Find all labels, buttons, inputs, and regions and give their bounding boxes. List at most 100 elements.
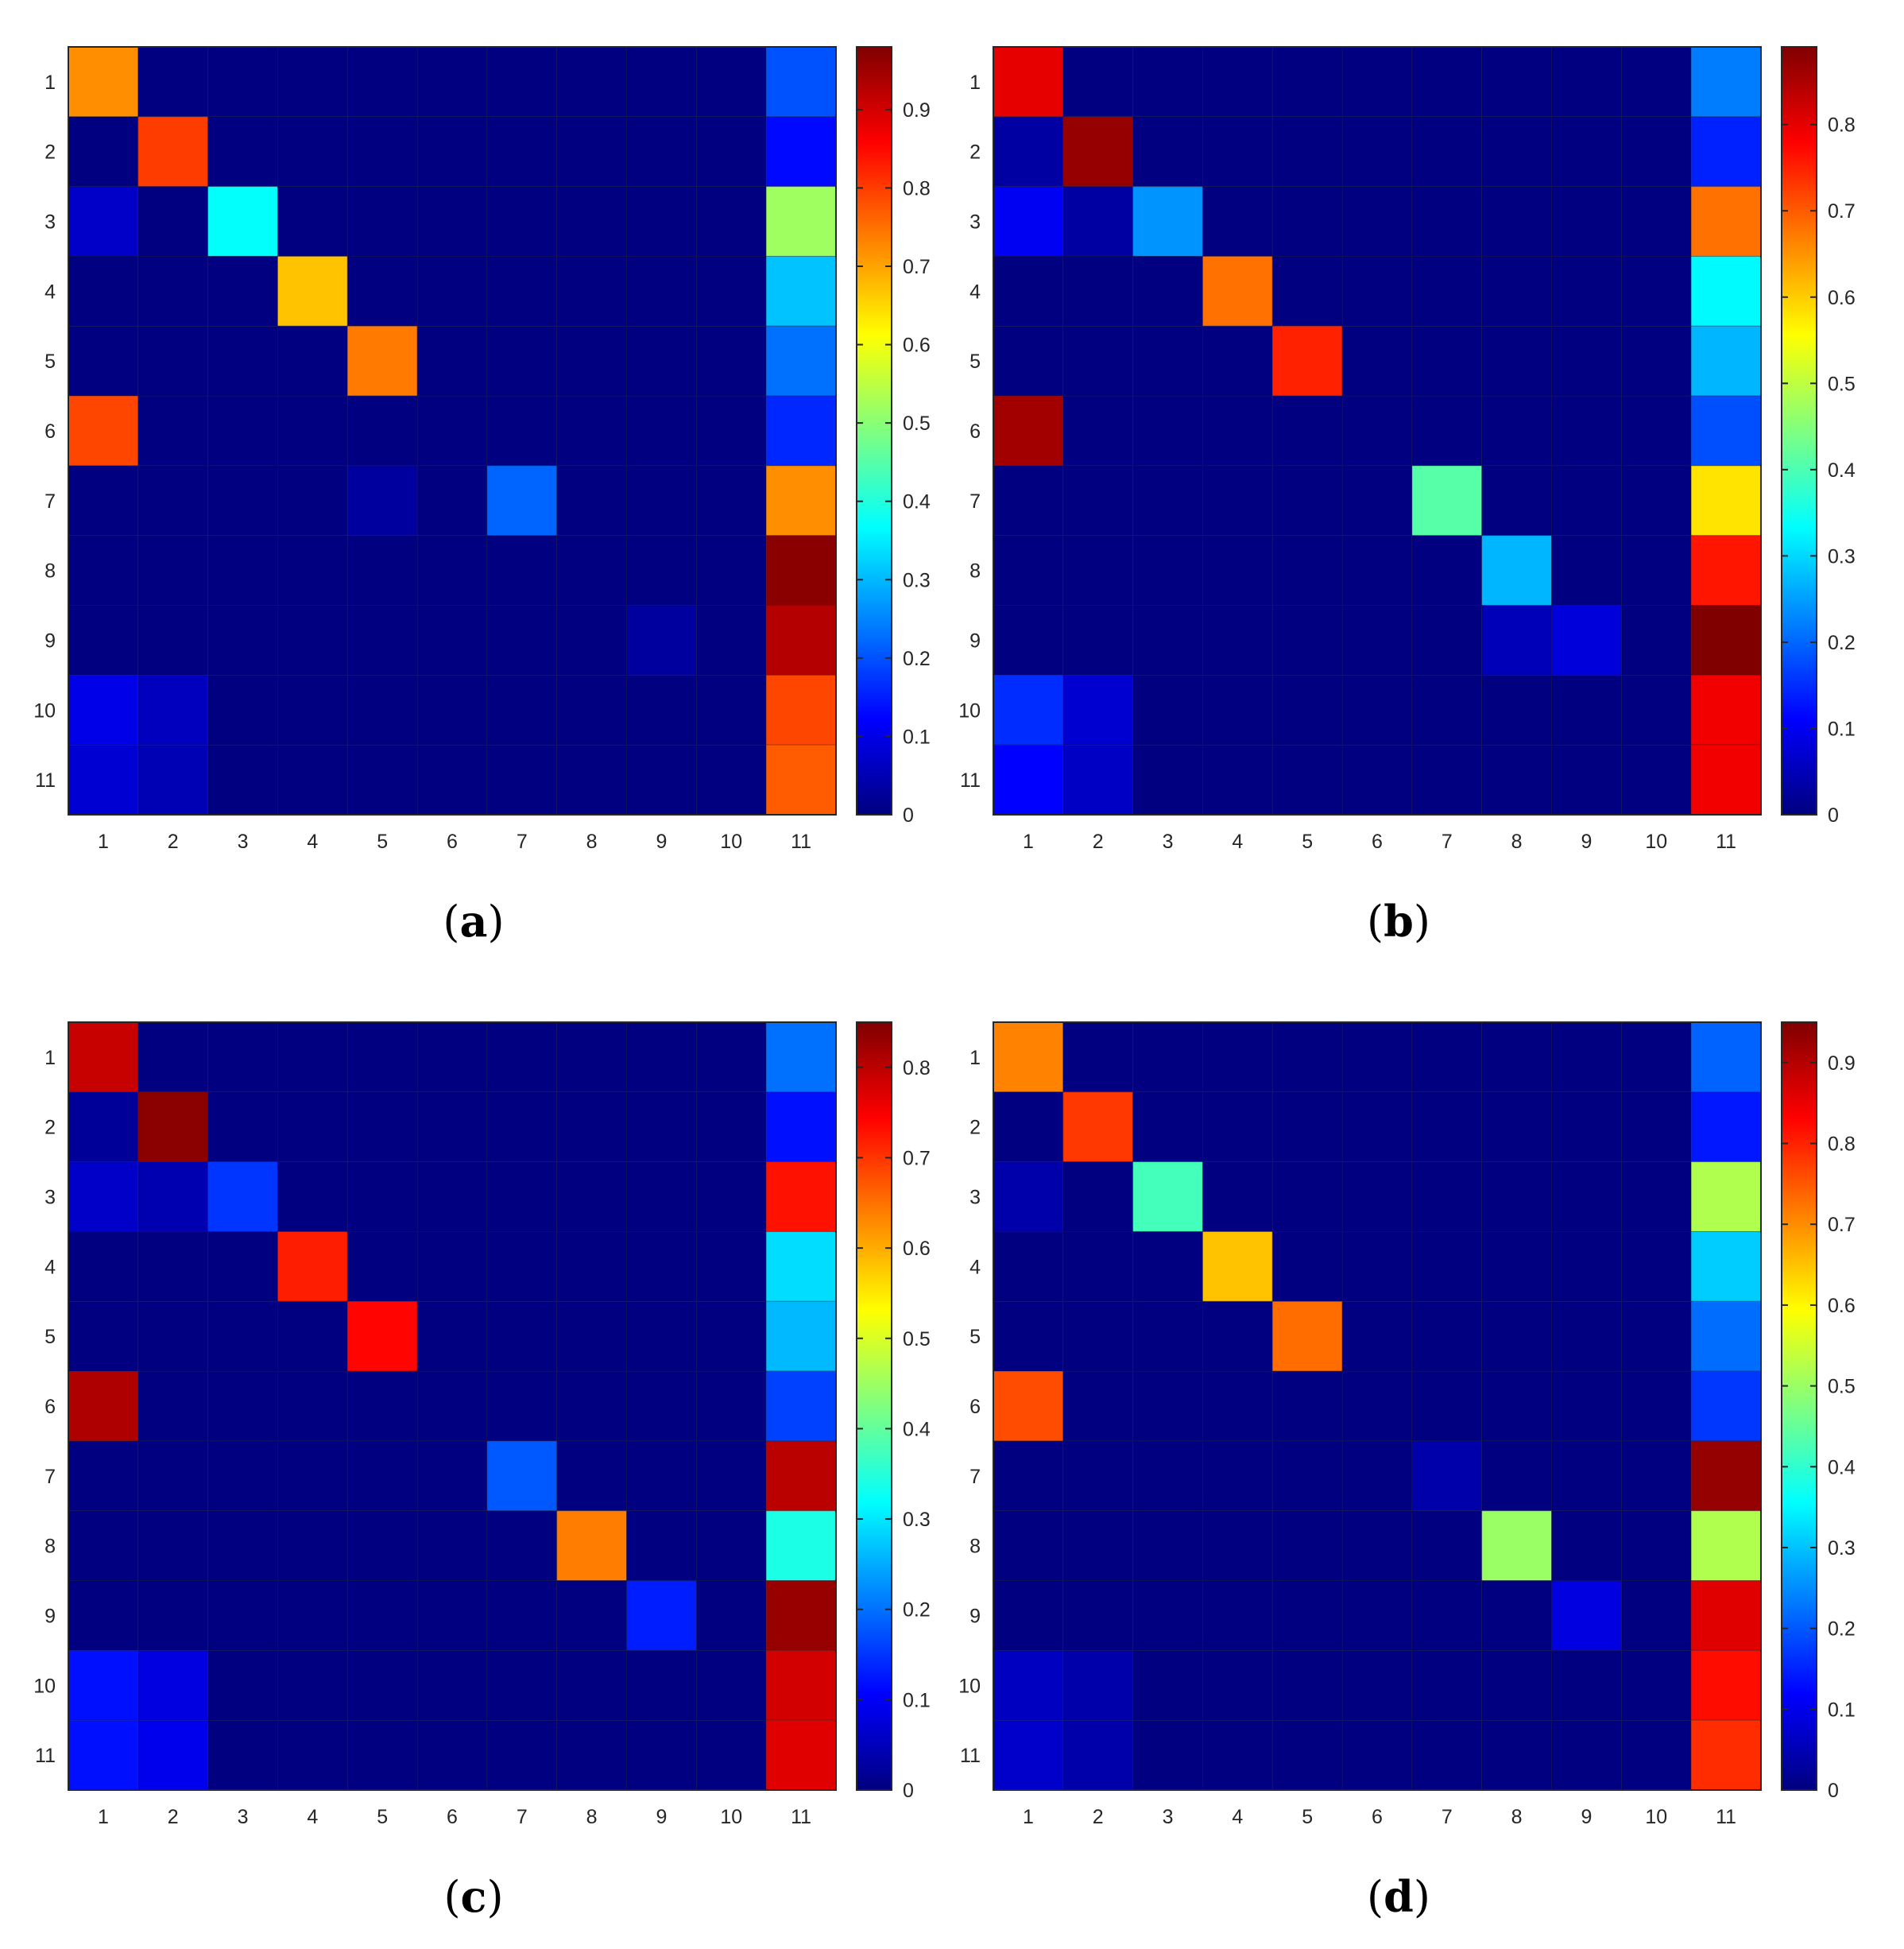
heatmap-cell-r8-c5 (346, 535, 418, 606)
heatmap-cell-r8-c4 (1202, 1510, 1273, 1582)
heatmap-cell-r3-c4 (1202, 186, 1273, 257)
heatmap-cell-r2-c2 (137, 116, 209, 188)
colorbar-tick-label: 0.7 (903, 1147, 931, 1169)
heatmap-cell-r11-c9 (1551, 744, 1622, 816)
colorbar: 0 0.1 0.2 0.3 0.4 0.5 0.6 0.7 0.8 (856, 1021, 931, 1802)
y-tick-label: 10 (33, 1675, 56, 1697)
heatmap-cell-r2-c7 (1411, 116, 1483, 188)
y-tick-label: 10 (958, 699, 981, 722)
heatmap-cell-r5-c3 (207, 1300, 278, 1372)
heatmap-cell-r2-c4 (1202, 116, 1273, 188)
y-tick-label: 5 (969, 351, 981, 373)
heatmap-cell-r1-c7 (1411, 1021, 1483, 1093)
plot-frame (68, 1021, 837, 1791)
heatmap-cell-r11-c7 (486, 744, 558, 816)
heatmap-cell-r2-c1 (993, 1091, 1064, 1163)
heatmap-cell-r5-c1 (993, 1300, 1064, 1372)
heatmap-cell-r1-c2 (1062, 46, 1134, 118)
colorbar-tick-label: 0.5 (1828, 1376, 1856, 1398)
heatmap-cell-r6-c9 (626, 395, 697, 467)
heatmap-cell-r5-c5 (1271, 1300, 1343, 1372)
heatmap-cell-r8-c3 (1132, 1510, 1203, 1582)
heatmap-cell-r7-c5 (1271, 1440, 1343, 1512)
heatmap-cell-r4-c7 (1411, 255, 1483, 327)
heatmap-cell-r3-c11 (765, 1161, 837, 1232)
heatmap-cell-r1-c1 (993, 1021, 1064, 1093)
heatmap-cell-r11-c6 (416, 1719, 488, 1791)
heatmap-cell-r4-c1 (68, 1230, 139, 1302)
heatmap-cell-r11-c1 (993, 744, 1064, 816)
heatmap-cell-r1-c8 (556, 1021, 628, 1093)
y-tick-label: 8 (45, 560, 56, 583)
heatmap-cell-r7-c10 (1620, 465, 1692, 537)
heatmap-cell-r4-c2 (1062, 255, 1134, 327)
colorbar-tick-label: 0.5 (903, 413, 931, 435)
heatmap-cell-r9-c8 (556, 1580, 628, 1651)
y-tick-label: 1 (969, 1047, 981, 1069)
heatmap-cell-r9-c5 (1271, 1580, 1343, 1651)
heatmap-cell-r7-c1 (68, 1440, 139, 1512)
y-tick-label: 7 (969, 490, 981, 513)
heatmap-cell-r4-c9 (1551, 255, 1622, 327)
y-tick-label: 8 (969, 1536, 981, 1558)
heatmap-cell-r7-c2 (1062, 465, 1134, 537)
y-tick-label: 1 (45, 72, 56, 94)
colorbar-tick-label: 0.6 (903, 1238, 931, 1260)
colorbar-tick-label: 0.6 (1828, 287, 1856, 309)
heatmap-cell-r10-c7 (1411, 1649, 1483, 1721)
heatmap-cell-r4-c5 (346, 255, 418, 327)
heatmap-cell-r9-c7 (1411, 1580, 1483, 1651)
heatmap-cell-r5-c4 (1202, 325, 1273, 397)
heatmap-cell-r4-c7 (1411, 1230, 1483, 1302)
heatmap-cell-r10-c8 (556, 1649, 628, 1721)
colorbar-tick-label: 0.2 (1828, 632, 1856, 654)
heatmap-cell-r4-c8 (556, 255, 628, 327)
heatmap-cell-r6-c6 (1341, 1370, 1413, 1442)
heatmap-cell-r9-c3 (207, 605, 278, 676)
y-tick-label: 11 (960, 769, 981, 792)
heatmap-cell-r9-c2 (1062, 1580, 1134, 1651)
heatmap-cell-r9-c5 (346, 605, 418, 676)
heatmap-cell-r11-c8 (1481, 744, 1553, 816)
heatmap-cell-r5-c6 (1341, 325, 1413, 397)
heatmap-cell-r4-c2 (137, 1230, 209, 1302)
heatmap-cell-r1-c4 (277, 1021, 348, 1093)
heatmap-cell-r6-c1 (993, 395, 1064, 467)
x-tick-label: 2 (168, 831, 179, 853)
heatmap-cell-r8-c8 (556, 1510, 628, 1582)
heatmap-cell-r6-c2 (137, 395, 209, 467)
y-tick-label: 5 (45, 1326, 56, 1348)
heatmap-cell-r1-c11 (765, 46, 837, 118)
heatmap-cell-r5-c2 (137, 1300, 209, 1372)
heatmap-cell-r5-c8 (556, 325, 628, 397)
y-tick-label: 10 (33, 699, 56, 722)
heatmap-cell-r2-c10 (1620, 116, 1692, 188)
heatmap-cell-r3-c3 (207, 186, 278, 257)
heatmap-cell-r1-c10 (695, 46, 767, 118)
heatmap-cell-r2-c2 (1062, 1091, 1134, 1163)
y-tick-label: 1 (45, 1047, 56, 1069)
heatmap-cell-r3-c10 (1620, 186, 1692, 257)
heatmap-cell-r10-c5 (346, 1649, 418, 1721)
heatmap-cell-r9-c5 (346, 1580, 418, 1651)
heatmap-cell-r3-c8 (1481, 186, 1553, 257)
heatmap-cell-r1-c11 (1690, 46, 1762, 118)
heatmap-cell-r8-c10 (695, 1510, 767, 1582)
heatmap-cell-r11-c8 (556, 1719, 628, 1791)
heatmap-cell-r1-c5 (1271, 1021, 1343, 1093)
heatmap-cell-r2-c9 (626, 116, 697, 188)
heatmap-cell-r11-c4 (1202, 1719, 1273, 1791)
heatmap-cell-r11-c10 (695, 744, 767, 816)
heatmap-cell-r4-c8 (1481, 255, 1553, 327)
colorbar-tick-label: 0.6 (903, 335, 931, 357)
heatmap-cell-r3-c7 (486, 186, 558, 257)
y-tick-label: 8 (45, 1536, 56, 1558)
heatmap-cell-r5-c6 (416, 1300, 488, 1372)
x-tick-label: 6 (447, 831, 458, 853)
heatmap-cell-r4-c9 (1551, 1230, 1622, 1302)
heatmap-cell-r5-c10 (1620, 1300, 1692, 1372)
heatmap-cell-r4-c5 (1271, 1230, 1343, 1302)
heatmap-cell-r2-c8 (1481, 1091, 1553, 1163)
colorbar: 0 0.1 0.2 0.3 0.4 0.5 0.6 0.7 0.8 0.9 (1781, 1021, 1856, 1802)
heatmap-cell-r9-c9 (1551, 1580, 1622, 1651)
